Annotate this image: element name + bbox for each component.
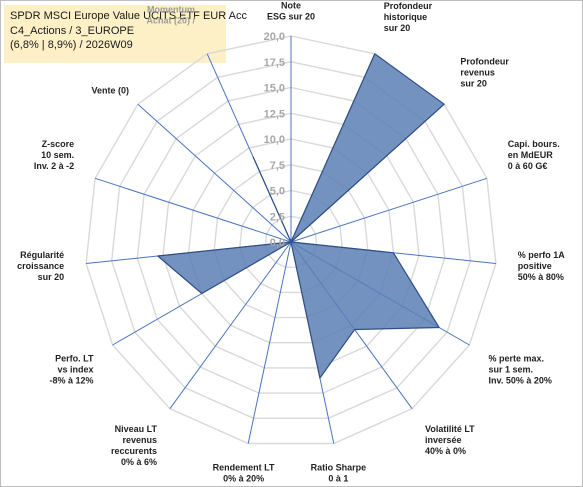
axis-label-line: Niveau LT [115,424,158,434]
axis-label-line: Profondeur [384,1,433,11]
axis-label-line: croissance [17,261,64,271]
axis-spoke-12 [94,177,292,243]
chart-title-box: SPDR MSCI Europe Value UCITS ETF EUR Acc… [4,5,247,63]
chart-title-line-3: (6,8% | 8,9%) / 2026W09 [10,39,133,51]
axis-spoke-3 [290,177,488,243]
chart-title-line-2: C4_Actions / 3_EUROPE [10,24,135,37]
grid-ring-7 [110,61,472,419]
axis-label-line: en MdEUR [508,150,554,160]
axis-label-line: % perte max. [489,354,545,364]
axis-label-line: Volatilité LT [425,424,475,434]
axis-label-line: 0% à 20% [223,474,264,484]
axis-label-line: Note [281,0,301,10]
grid-ring-1 [264,215,318,268]
axis-label-line: 0% à 6% [121,457,157,467]
radar-grid [85,35,497,445]
axis-label-line: 0 à 1 [328,474,348,484]
tick-label: 5,0 [270,186,285,198]
tick-label: 20,0 [264,31,285,43]
axis-label-line: sur 1 sem. [489,365,534,375]
axis-label-line: 10 sem. [41,150,74,160]
radar-series [157,53,445,379]
axis-label-line: vs index [57,365,93,375]
grid-ring-2 [239,189,343,294]
axis-spoke-8 [247,241,292,444]
axis-label-line: Inv. 2 à -2 [34,161,74,171]
axis-label-line: Inv. 50% à 20% [489,376,552,386]
axis-label-line: revenus [460,68,495,78]
axis-label-line: % perfo 1A [518,250,566,260]
tick-label: 12,5 [264,108,285,120]
axis-label-line: Vente (0) [91,85,129,95]
axis-label-line: historique [384,12,428,22]
tick-label: 0,0 [270,237,285,249]
axis-label-13: Vente (0) [91,85,129,95]
axis-label-line: -8% à 12% [49,376,93,386]
axis-label-line: Capi. bours. [508,139,560,149]
axis-label-5: % perte max.sur 1 sem.Inv. 50% à 20% [489,354,552,386]
axis-label-line: revenus [122,435,157,445]
axis-label-line: Momentum [147,5,195,15]
grid-ring-8 [85,35,497,445]
axis-label-line: Perfo. LT [55,354,94,364]
axis-spoke-13 [137,103,292,243]
axis-spoke-9 [169,241,292,409]
tick-label: 15,0 [264,83,285,95]
axis-label-line: Ratio Sharpe [311,463,367,473]
axis-label-line: 50% à 80% [518,272,564,282]
axis-label-line: 40% à 0% [425,446,466,456]
axis-label-line: sur 20 [460,79,487,89]
axis-label-line: reccurents [111,446,157,456]
axis-label-line: Régularité [20,250,64,260]
tick-label: 7,5 [270,160,285,172]
grid-ring-5 [162,112,420,369]
axis-label-line: Rendement LT [213,463,275,473]
axis-label-line: positive [518,261,552,271]
tick-label: 17,5 [264,57,285,69]
axis-label-line: sur 20 [384,23,411,33]
axis-label-line: ESG sur 20 [267,11,315,21]
grid-ring-3 [213,164,369,319]
grid-ring-4 [187,138,395,344]
tick-label: 10,0 [264,134,285,146]
axis-label-8: Rendement LT0% à 20% [213,463,275,484]
radar-tick-labels: 0,0 2,5 5,0 7,5 10,0 12,5 15,0 17,5 20,0 [264,31,285,249]
axis-label-line: Z-score [42,139,75,149]
series-area-0 [157,53,445,379]
tick-label: 2,5 [270,211,285,223]
axis-label-line: Profondeur [460,57,509,67]
axis-label-line: inversée [425,435,462,445]
grid-ring-6 [136,86,446,394]
chart-title-line-1: SPDR MSCI Europe Value UCITS ETF EUR Acc [10,10,247,22]
axis-label-line: sur 20 [38,272,65,282]
axis-label-line: 0 à 60 G€ [508,161,548,171]
axis-label-line: Achat (20) / [146,16,195,26]
